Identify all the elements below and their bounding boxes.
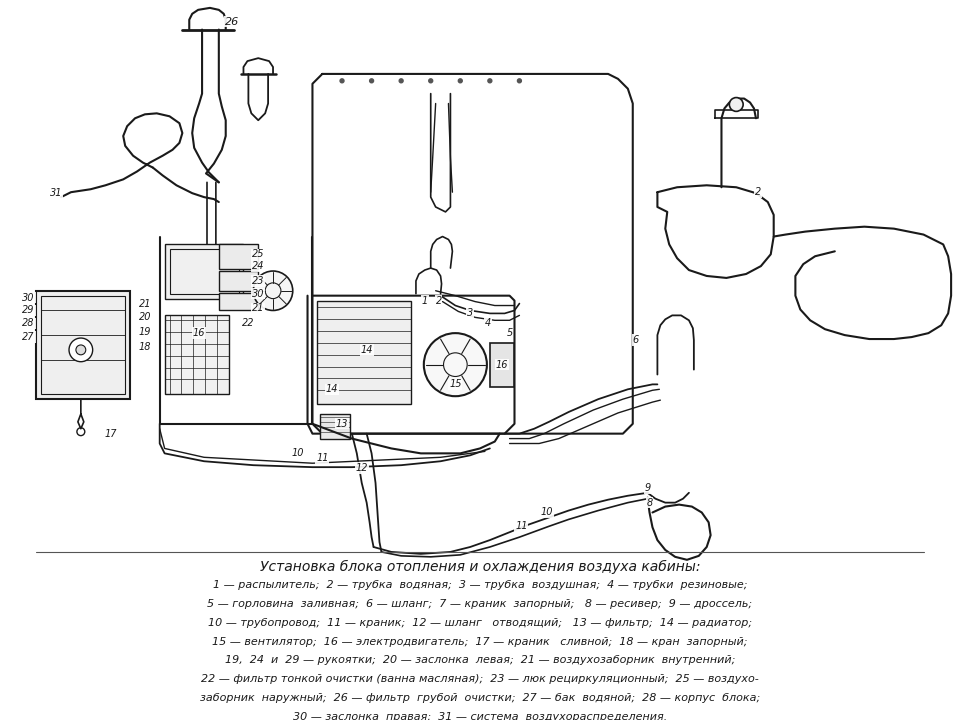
Circle shape bbox=[517, 79, 521, 83]
Circle shape bbox=[730, 98, 743, 112]
Text: 30 — заслонка  правая;  31 — система  воздухораспределения.: 30 — заслонка правая; 31 — система возду… bbox=[293, 711, 667, 720]
Bar bbox=[219, 244, 258, 269]
Circle shape bbox=[69, 338, 93, 361]
Circle shape bbox=[370, 79, 373, 83]
Text: 5: 5 bbox=[507, 328, 513, 338]
Bar bbox=[164, 244, 244, 299]
Text: 26: 26 bbox=[225, 17, 239, 27]
Text: 29: 29 bbox=[22, 305, 35, 315]
Bar bbox=[219, 271, 258, 291]
Text: 22 — фильтр тонкой очистки (ванна масляная);  23 — люк рециркуляционный;  25 — в: 22 — фильтр тонкой очистки (ванна маслян… bbox=[202, 674, 758, 684]
Text: 27: 27 bbox=[22, 332, 35, 342]
Text: 16: 16 bbox=[193, 328, 205, 338]
Bar bbox=[170, 249, 238, 294]
Text: 18: 18 bbox=[138, 342, 151, 352]
Text: 6: 6 bbox=[633, 335, 638, 345]
Bar bbox=[321, 414, 349, 438]
Text: 15 — вентилятор;  16 — электродвигатель;  17 — краник   сливной;  18 — кран  зап: 15 — вентилятор; 16 — электродвигатель; … bbox=[212, 636, 748, 647]
Text: 2: 2 bbox=[755, 187, 761, 197]
Text: 30: 30 bbox=[22, 292, 35, 302]
Text: 5 — горловина  заливная;  6 — шланг;  7 — краник  запорный;   8 — ресивер;  9 — : 5 — горловина заливная; 6 — шланг; 7 — к… bbox=[207, 599, 753, 609]
Bar bbox=[164, 315, 228, 395]
Text: 11: 11 bbox=[516, 521, 528, 531]
Text: 20: 20 bbox=[138, 312, 151, 323]
Text: 23: 23 bbox=[252, 276, 265, 286]
Text: 28: 28 bbox=[22, 318, 35, 328]
Text: 15: 15 bbox=[449, 379, 462, 390]
Text: 3: 3 bbox=[467, 308, 473, 318]
Text: 19: 19 bbox=[138, 327, 151, 337]
Circle shape bbox=[76, 345, 85, 355]
Bar bbox=[219, 293, 258, 310]
Text: 4: 4 bbox=[485, 318, 491, 328]
Circle shape bbox=[458, 79, 463, 83]
Text: Установка блока отопления и охлаждения воздуха кабины:: Установка блока отопления и охлаждения в… bbox=[260, 559, 700, 574]
Circle shape bbox=[429, 79, 433, 83]
Text: 31: 31 bbox=[50, 188, 62, 198]
Text: 12: 12 bbox=[355, 463, 368, 473]
Text: 1 — распылитель;  2 — трубка  водяная;  3 — трубка  воздушная;  4 — трубки  рези: 1 — распылитель; 2 — трубка водяная; 3 —… bbox=[213, 580, 747, 590]
Text: 22: 22 bbox=[242, 318, 254, 328]
Text: 24: 24 bbox=[252, 261, 265, 271]
Circle shape bbox=[423, 333, 487, 396]
Text: 21: 21 bbox=[252, 304, 265, 313]
Text: заборник  наружный;  26 — фильтр  грубой  очистки;  27 — бак  водяной;  28 — кор: заборник наружный; 26 — фильтр грубой оч… bbox=[200, 693, 760, 703]
Text: 30: 30 bbox=[252, 289, 265, 299]
Text: 9: 9 bbox=[644, 483, 651, 493]
Text: 10: 10 bbox=[292, 449, 304, 459]
Text: 2: 2 bbox=[436, 296, 442, 305]
Text: 25: 25 bbox=[252, 249, 265, 259]
Text: 10: 10 bbox=[540, 508, 553, 518]
Text: 14: 14 bbox=[325, 384, 339, 395]
Circle shape bbox=[340, 79, 344, 83]
Text: 21: 21 bbox=[138, 299, 151, 309]
Text: 17: 17 bbox=[105, 428, 117, 438]
Text: 14: 14 bbox=[360, 345, 372, 355]
Bar bbox=[490, 343, 515, 387]
Text: 11: 11 bbox=[316, 454, 328, 463]
Text: 13: 13 bbox=[336, 419, 348, 429]
Bar bbox=[318, 300, 411, 404]
Text: 16: 16 bbox=[495, 360, 508, 369]
Circle shape bbox=[399, 79, 403, 83]
Bar bbox=[41, 296, 125, 395]
Text: 8: 8 bbox=[646, 498, 653, 508]
Text: 1: 1 bbox=[421, 296, 428, 305]
Text: 19,  24  и  29 — рукоятки;  20 — заслонка  левая;  21 — воздухозаборник  внутрен: 19, 24 и 29 — рукоятки; 20 — заслонка ле… bbox=[225, 655, 735, 665]
Circle shape bbox=[253, 271, 293, 310]
Circle shape bbox=[488, 79, 492, 83]
Text: 10 — трубопровод;  11 — краник;  12 — шланг   отводящий;   13 — фильтр;  14 — ра: 10 — трубопровод; 11 — краник; 12 — шлан… bbox=[208, 618, 752, 628]
Bar bbox=[36, 291, 131, 399]
